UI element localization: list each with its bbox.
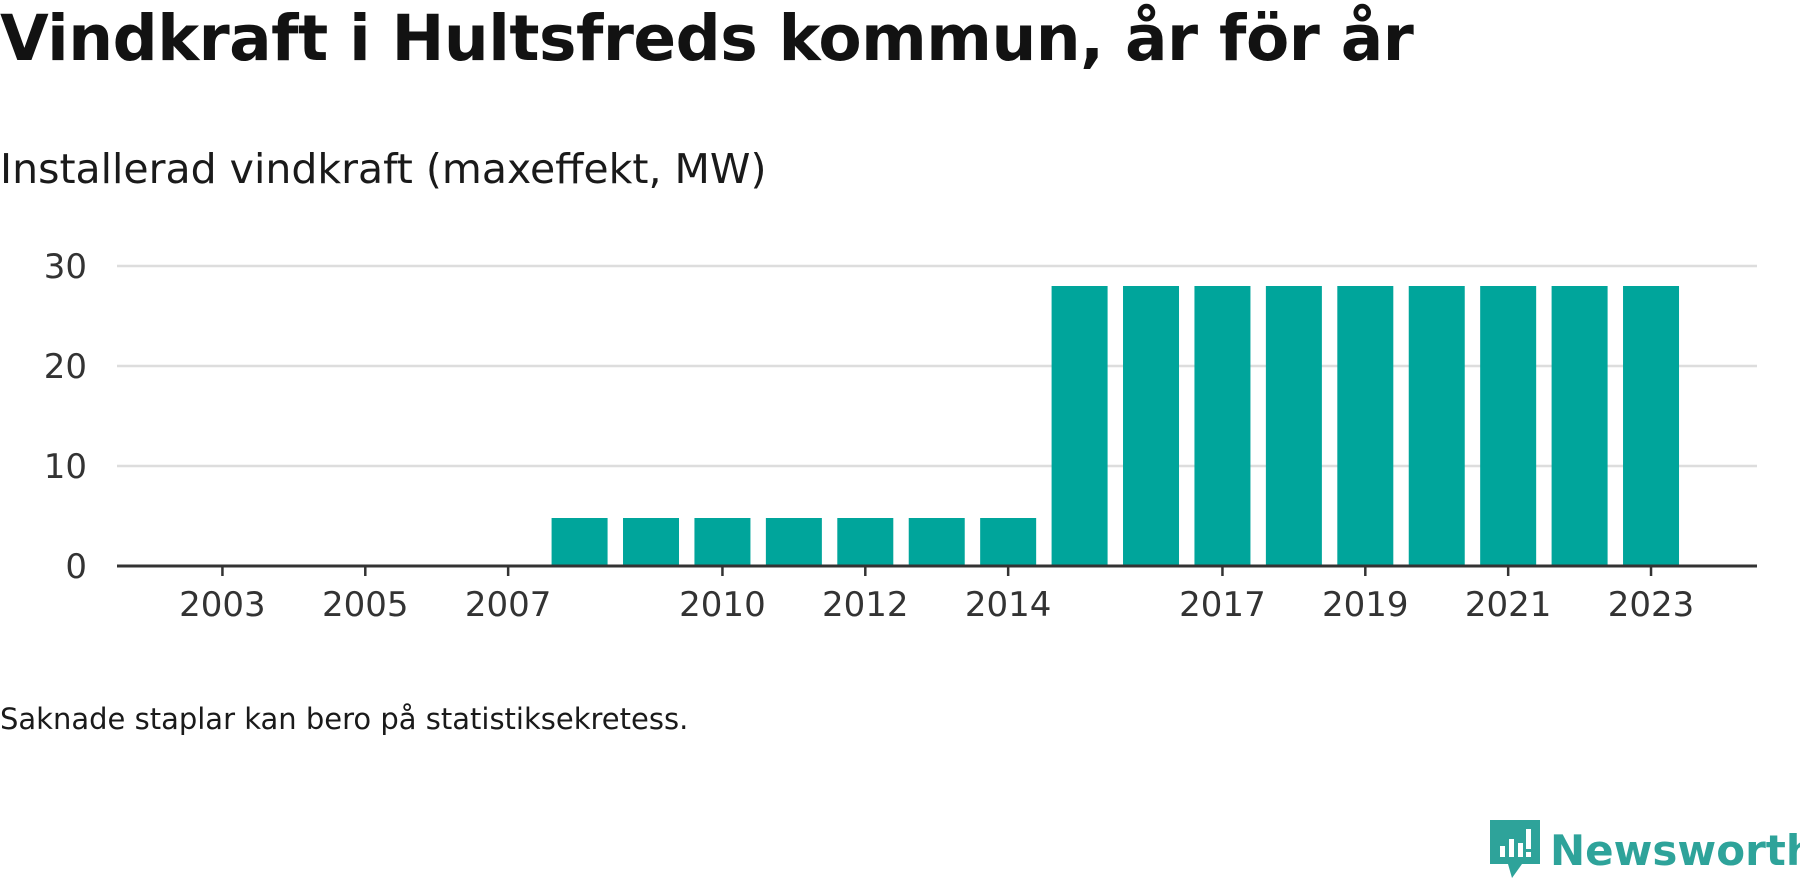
y-tick-label: 10: [44, 447, 87, 487]
y-tick-label: 30: [44, 247, 87, 287]
chart-subtitle: Installerad vindkraft (maxeffekt, MW): [0, 145, 767, 193]
bar-2019: [1337, 286, 1394, 566]
bar-2015: [1051, 286, 1108, 566]
bar-2014: [980, 518, 1037, 566]
bar-2012: [837, 518, 894, 566]
x-tick-label: 2003: [179, 585, 266, 625]
bar-2017: [1194, 286, 1251, 566]
x-tick-label: 2010: [679, 585, 766, 625]
x-tick-label: 2021: [1465, 585, 1552, 625]
brand-logo: Newsworthy: [1490, 818, 1800, 882]
x-axis-labels: 2003 2005 2007 2010 2012 2014 2017 2019 2021 2023: [179, 585, 1694, 625]
x-tick-label: 2005: [322, 585, 409, 625]
x-tick-label: 2017: [1179, 585, 1266, 625]
x-tick-label: 2023: [1608, 585, 1695, 625]
bar-2009: [623, 518, 680, 566]
y-tick-label: 20: [44, 347, 87, 387]
y-axis-labels: 0 10 20 30: [44, 247, 87, 587]
bar-chart: 0 10 20 30 2003 2005 2007 2010 2012 2014 2017 2019…: [44, 247, 1757, 625]
bar-2020: [1408, 286, 1465, 566]
bar-2010: [694, 518, 751, 566]
x-tick-label: 2007: [465, 585, 552, 625]
x-tick-label: 2012: [822, 585, 909, 625]
x-tick-label: 2014: [965, 585, 1052, 625]
x-tick-label: 2019: [1322, 585, 1409, 625]
bar-2021: [1480, 286, 1537, 566]
bar-2016: [1123, 286, 1180, 566]
bar-2011: [765, 518, 822, 566]
bar-2013: [908, 518, 965, 566]
bars: [551, 286, 1680, 566]
newsworthy-logo-icon: [1490, 820, 1540, 878]
bar-2008: [551, 518, 608, 566]
y-tick-label: 0: [65, 547, 87, 587]
bar-2023: [1623, 286, 1680, 566]
x-axis: [117, 564, 1757, 576]
bar-2022: [1551, 286, 1608, 566]
brand-name: Newsworthy: [1550, 825, 1800, 875]
chart-title: Vindkraft i Hultsfreds kommun, år för år: [0, 2, 1414, 75]
bar-2018: [1265, 286, 1322, 566]
footnote: Saknade staplar kan bero på statistiksek…: [0, 702, 689, 736]
